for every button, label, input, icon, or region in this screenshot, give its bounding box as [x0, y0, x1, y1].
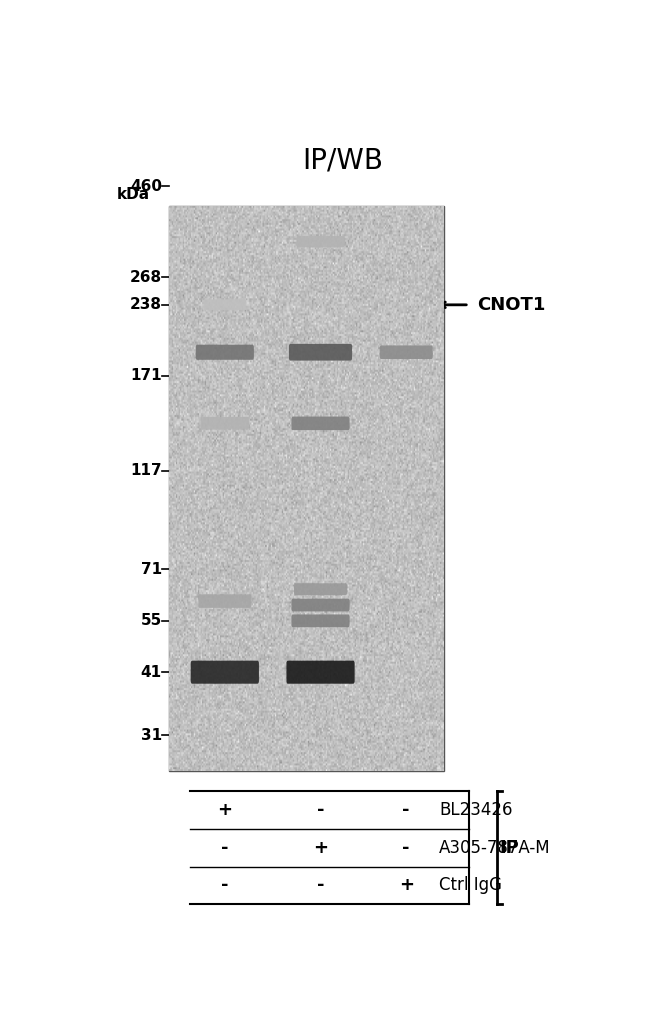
Text: IP/WB: IP/WB: [303, 147, 384, 174]
Text: -: -: [317, 876, 324, 895]
FancyBboxPatch shape: [291, 598, 350, 611]
Bar: [170, 206, 444, 771]
FancyBboxPatch shape: [201, 417, 249, 430]
Text: -: -: [221, 838, 229, 857]
Text: 171: 171: [130, 368, 162, 384]
Text: -: -: [221, 876, 229, 895]
Text: 460: 460: [130, 179, 162, 194]
Text: 71: 71: [140, 562, 162, 577]
FancyBboxPatch shape: [190, 661, 259, 683]
Text: +: +: [313, 838, 328, 857]
Text: 31: 31: [140, 727, 162, 743]
FancyBboxPatch shape: [291, 417, 350, 430]
Text: 41: 41: [140, 665, 162, 679]
FancyBboxPatch shape: [287, 661, 355, 683]
Text: -: -: [402, 800, 410, 819]
Text: 55: 55: [140, 614, 162, 628]
Text: BL23426: BL23426: [439, 800, 512, 819]
Text: A305-787A-M: A305-787A-M: [439, 838, 551, 857]
FancyBboxPatch shape: [291, 615, 350, 627]
Text: -: -: [402, 838, 410, 857]
Text: Ctrl IgG: Ctrl IgG: [439, 876, 502, 895]
FancyBboxPatch shape: [289, 344, 352, 360]
FancyBboxPatch shape: [380, 346, 433, 359]
Text: +: +: [398, 876, 413, 895]
Text: CNOT1: CNOT1: [476, 295, 545, 314]
Text: IP: IP: [499, 838, 519, 857]
Text: 268: 268: [130, 270, 162, 284]
FancyBboxPatch shape: [198, 594, 252, 607]
FancyBboxPatch shape: [296, 236, 345, 247]
Text: -: -: [317, 800, 324, 819]
FancyBboxPatch shape: [294, 583, 347, 595]
Text: 238: 238: [130, 298, 162, 312]
FancyBboxPatch shape: [196, 345, 254, 360]
Text: 117: 117: [130, 463, 162, 478]
FancyBboxPatch shape: [203, 300, 246, 311]
Text: +: +: [217, 800, 232, 819]
Text: kDa: kDa: [116, 187, 150, 202]
